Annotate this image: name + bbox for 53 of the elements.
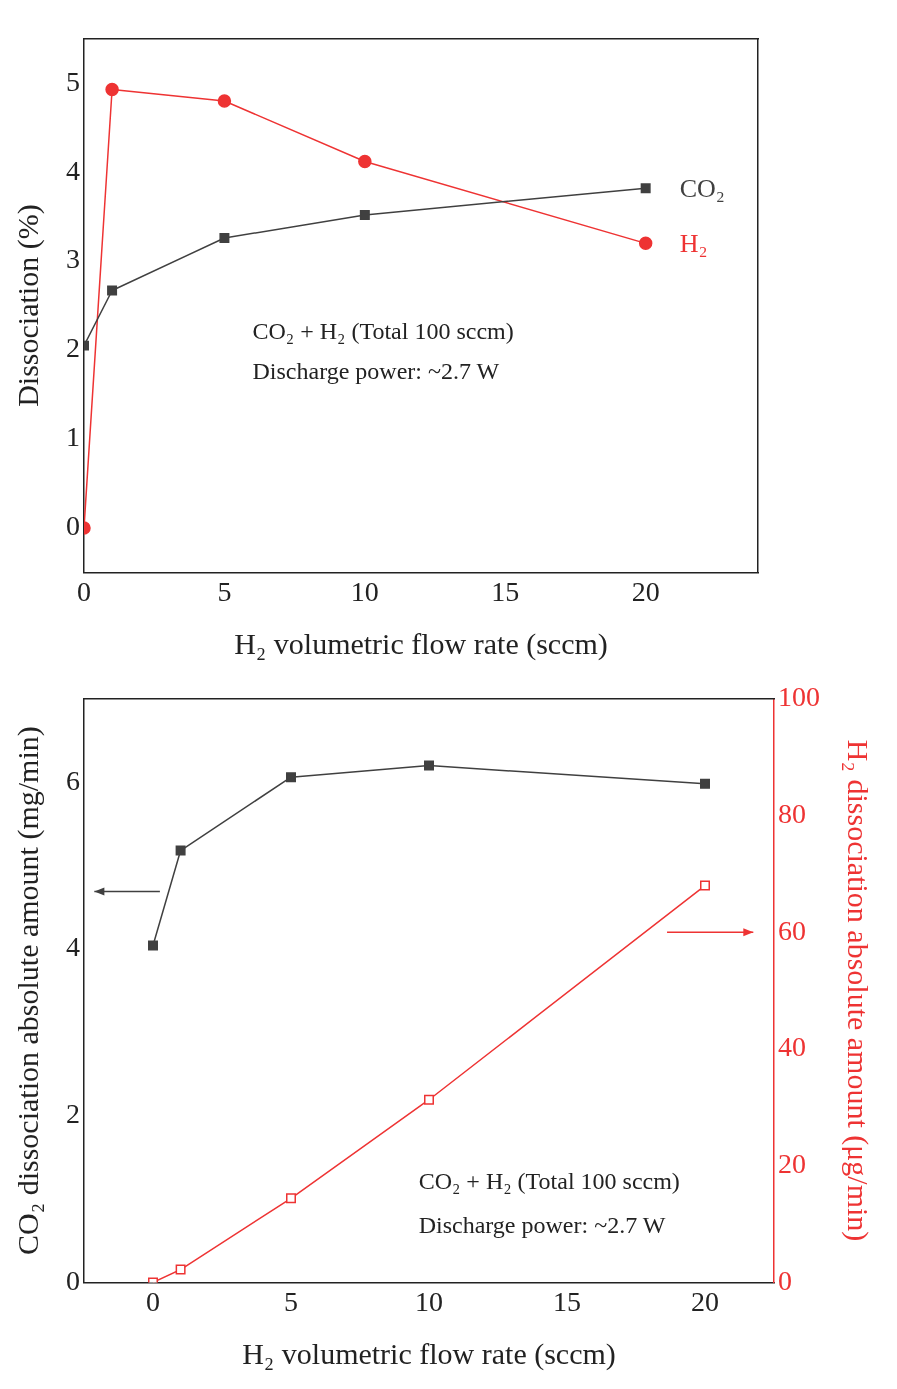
point (219, 233, 230, 243)
y-tick-label: 0 (66, 1264, 80, 1296)
series-label: H₂ (679, 229, 708, 259)
y-tick-label: 4 (66, 931, 80, 963)
x-tick-label: 10 (350, 575, 379, 607)
x-tick-label: 5 (217, 575, 232, 607)
point (424, 760, 434, 771)
y2-tick-label: 100 (778, 681, 820, 713)
point (105, 82, 119, 97)
annotation: CO₂ + H₂ (Total 100 sccm) (418, 1168, 680, 1195)
y-tick-label: 2 (66, 1098, 80, 1130)
point (700, 880, 710, 891)
y-tick-label: 0 (66, 510, 80, 542)
y2-axis-title: H₂ dissociation absolute amount (μg/min) (841, 739, 876, 1242)
point (358, 154, 372, 169)
y-tick-label: 3 (66, 243, 80, 275)
x-tick-label: 5 (284, 1285, 298, 1317)
y-axis-title: CO₂ dissociation absolute amount (mg/min) (10, 726, 45, 1255)
y-axis-title: Dissociation (%) (10, 204, 45, 407)
y2-tick-label: 60 (778, 914, 806, 946)
point (175, 1264, 186, 1275)
point (148, 940, 158, 951)
point (424, 1094, 434, 1105)
x-tick-label: 20 (631, 575, 660, 607)
x-tick-label: 15 (491, 575, 520, 607)
point (359, 209, 370, 220)
y2-tick-label: 40 (778, 1031, 806, 1063)
y-tick-label: 5 (66, 65, 80, 97)
annotation: CO₂ + H₂ (Total 100 sccm) (252, 317, 514, 344)
point (107, 285, 118, 296)
x-tick-label: 15 (553, 1285, 581, 1317)
point (286, 772, 296, 783)
y2-tick-label: 80 (778, 797, 806, 829)
x-tick-label: 0 (146, 1285, 160, 1317)
point (638, 236, 653, 251)
point (175, 845, 186, 856)
x-tick-label: 10 (415, 1285, 443, 1317)
point (700, 778, 710, 789)
y2-tick-label: 0 (778, 1264, 792, 1296)
y-tick-label: 6 (66, 764, 80, 796)
annotation: Discharge power: ~2.7 W (252, 357, 500, 384)
y-tick-label: 4 (66, 154, 80, 186)
annotation: Discharge power: ~2.7 W (418, 1212, 666, 1239)
y-tick-label: 2 (66, 332, 80, 364)
x-axis-title: H₂ volumetric flow rate (sccm) (234, 626, 608, 661)
x-tick-label: 20 (691, 1285, 719, 1317)
point (217, 94, 232, 108)
series-label: CO₂ (679, 174, 725, 204)
y2-tick-label: 20 (778, 1148, 806, 1180)
point (640, 183, 651, 194)
y-tick-label: 1 (66, 421, 80, 453)
point (286, 1193, 296, 1204)
x-axis-title: H₂ volumetric flow rate (sccm) (242, 1336, 616, 1371)
